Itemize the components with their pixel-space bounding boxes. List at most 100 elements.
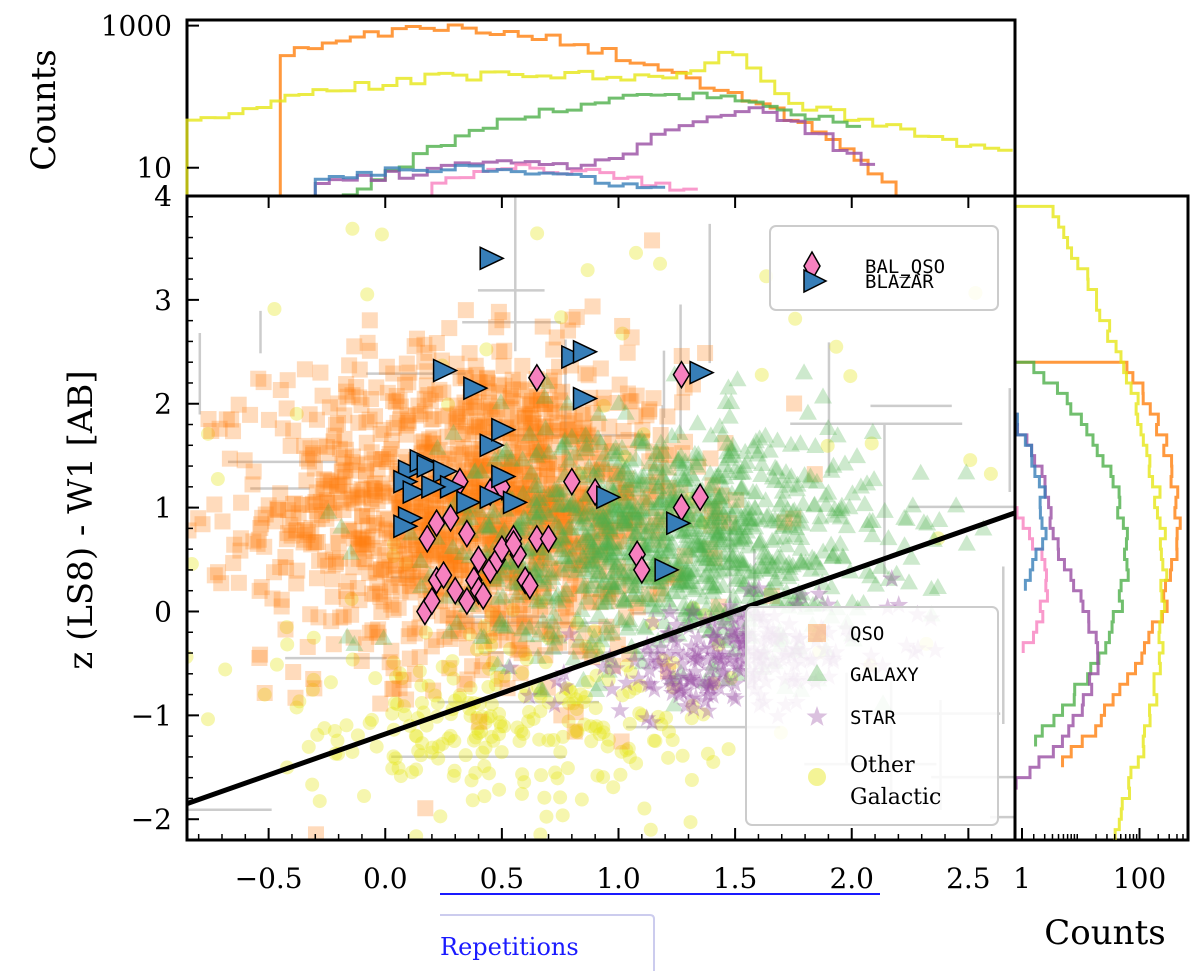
galaxy-point — [632, 476, 651, 493]
qso-point — [596, 583, 613, 600]
galaxy-point — [725, 501, 744, 518]
galaxy-point — [593, 541, 612, 558]
qso-point — [398, 566, 415, 583]
qso-point — [492, 624, 509, 641]
qso-point — [604, 435, 621, 452]
galaxy-point — [657, 459, 676, 476]
qso-point — [529, 444, 546, 461]
qso-point — [305, 447, 322, 464]
other-galactic-point — [685, 698, 700, 713]
galaxy-point — [609, 609, 628, 626]
galaxy-point — [911, 463, 930, 480]
qso-point — [423, 411, 440, 428]
qso-point — [326, 427, 343, 444]
repetitions-tab[interactable]: Repetitions — [440, 893, 880, 971]
galaxy-point — [724, 547, 743, 564]
qso-point — [640, 488, 657, 505]
qso-point — [528, 439, 545, 456]
galaxy-point — [582, 634, 601, 651]
galaxy-point — [650, 541, 669, 558]
galaxy-point — [595, 514, 614, 531]
qso-point — [388, 557, 405, 574]
other-galactic-point — [323, 675, 338, 690]
galaxy-point — [588, 429, 607, 446]
galaxy-point — [682, 567, 701, 584]
other-galactic-point — [580, 674, 595, 689]
galaxy-point — [740, 510, 759, 527]
qso-point — [375, 451, 392, 468]
qso-point — [539, 461, 556, 478]
galaxy-point — [540, 549, 559, 566]
galaxy-point — [672, 522, 691, 539]
galaxy-point — [922, 579, 941, 596]
qso-point — [527, 513, 544, 530]
qso-point — [302, 496, 319, 513]
qso-point — [401, 554, 418, 571]
qso-point — [626, 521, 643, 538]
qso-point — [365, 480, 382, 497]
qso-point — [378, 453, 395, 470]
qso-point — [504, 459, 521, 476]
galaxy-point — [695, 536, 714, 553]
qso-point — [406, 625, 423, 642]
qso-point — [461, 345, 478, 362]
galaxy-point — [602, 497, 621, 514]
qso-point — [478, 522, 495, 539]
qso-point — [329, 477, 346, 494]
qso-point — [411, 649, 428, 666]
galaxy-point — [702, 479, 721, 496]
qso-point — [377, 547, 394, 564]
qso-point — [272, 485, 289, 502]
qso-point — [441, 660, 458, 677]
galaxy-point — [588, 511, 607, 528]
other-galactic-point — [659, 710, 674, 725]
qso-point — [553, 507, 570, 524]
galaxy-point — [614, 512, 633, 529]
galaxy-point — [703, 474, 722, 491]
qso-point — [606, 522, 623, 539]
galaxy-point — [704, 504, 723, 521]
qso-point — [519, 441, 536, 458]
galaxy-point — [580, 553, 599, 570]
qso-point — [507, 467, 524, 484]
other-galactic-point — [414, 678, 429, 693]
galaxy-point — [466, 462, 485, 479]
galaxy-point — [584, 572, 603, 589]
repetitions-tab-label[interactable]: Repetitions — [440, 933, 579, 961]
qso-point — [338, 383, 355, 400]
qso-point — [521, 512, 538, 529]
qso-point — [597, 509, 614, 526]
galaxy-point — [651, 532, 670, 549]
galaxy-point — [472, 462, 491, 479]
qso-point — [339, 388, 356, 405]
galaxy-point — [787, 519, 806, 536]
qso-point — [420, 387, 437, 404]
galaxy-point — [600, 550, 619, 567]
right-histogram-panel: 1 100 Counts — [1013, 194, 1190, 953]
qso-point — [562, 564, 579, 581]
right-xtick-label: 1 — [1013, 862, 1031, 895]
legend-qso-marker — [808, 624, 826, 642]
galaxy-point — [557, 580, 576, 597]
qso-point — [560, 421, 577, 438]
other-galactic-point — [537, 790, 552, 805]
other-galactic-point — [386, 655, 401, 670]
qso-point — [620, 498, 637, 515]
qso-point — [273, 598, 290, 615]
galaxy-point — [582, 521, 601, 538]
galaxy-point — [772, 548, 791, 565]
qso-point — [218, 411, 235, 428]
galaxy-point — [567, 507, 586, 524]
galaxy-point — [716, 508, 735, 525]
galaxy-point — [643, 500, 662, 517]
qso-point — [535, 455, 552, 472]
qso-point — [381, 576, 398, 593]
qso-point — [593, 463, 610, 480]
qso-point — [532, 551, 549, 568]
qso-point — [358, 467, 375, 484]
qso-point — [593, 461, 610, 478]
other-galactic-point — [651, 709, 666, 724]
qso-point — [400, 412, 417, 429]
galaxy-point — [585, 542, 604, 559]
